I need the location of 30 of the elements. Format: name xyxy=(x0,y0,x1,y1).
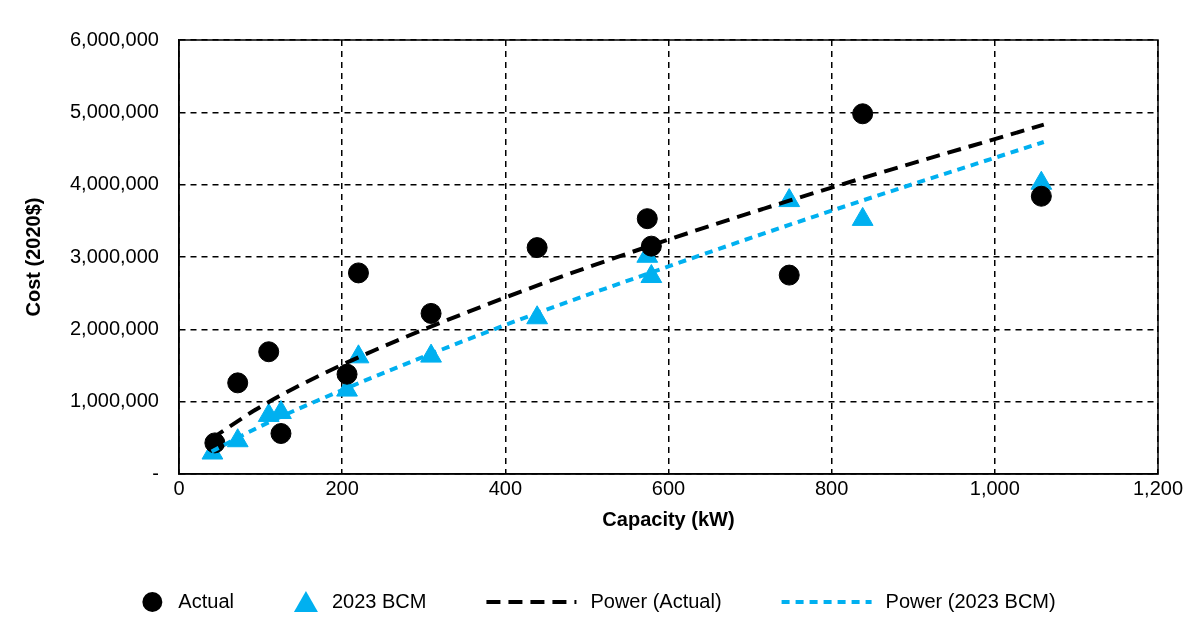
legend-label: Power (Actual) xyxy=(590,589,722,612)
y-tick-label: 2,000,000 xyxy=(69,316,159,339)
x-axis-title: Capacity (kW) xyxy=(602,507,735,530)
point xyxy=(526,237,548,259)
x-tick-label: 1,000 xyxy=(969,476,1020,499)
point xyxy=(420,343,442,363)
x-tick-label: 1,200 xyxy=(1132,476,1184,499)
x-tick-label: 800 xyxy=(814,476,849,499)
legend-label: Power (2023 BCM) xyxy=(885,589,1056,612)
point xyxy=(347,262,369,284)
point xyxy=(640,264,663,284)
point xyxy=(420,302,442,324)
x-tick-label: 600 xyxy=(651,476,686,499)
point xyxy=(1030,185,1052,207)
y-tick-label: 6,000,000 xyxy=(69,27,159,50)
y-tick-label: 1,000,000 xyxy=(69,389,159,412)
y-tick-label: - xyxy=(152,461,159,484)
y-tick-label: 4,000,000 xyxy=(69,172,159,195)
legend-label: Actual xyxy=(178,589,234,612)
y-tick-label: 5,000,000 xyxy=(69,99,159,122)
x-tick-label: 200 xyxy=(325,476,359,499)
y-tick-label: 3,000,000 xyxy=(69,244,159,267)
point xyxy=(852,103,874,125)
x-tick-label: 400 xyxy=(488,476,522,499)
point xyxy=(336,363,358,385)
legend-label: 2023 BCM xyxy=(331,589,427,612)
y-axis-title: Cost (2020$) xyxy=(21,197,44,317)
point xyxy=(636,208,658,230)
x-tick-label: 0 xyxy=(173,476,185,499)
point xyxy=(778,264,800,286)
